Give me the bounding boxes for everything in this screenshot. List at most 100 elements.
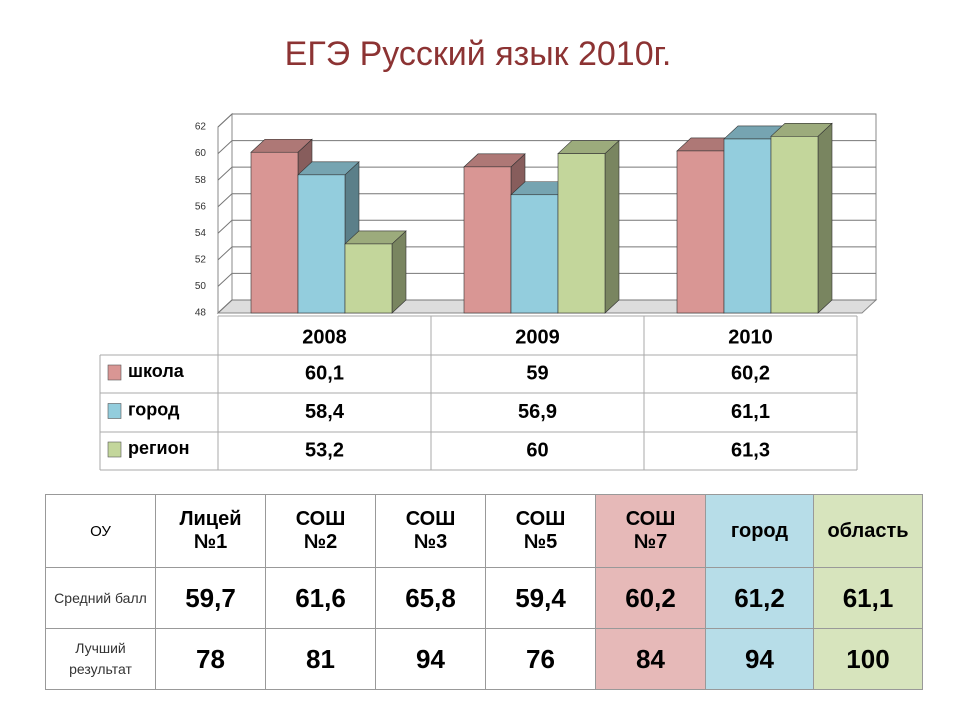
category-label: 2010 <box>728 326 773 348</box>
table-cell: 61,1 <box>813 567 923 629</box>
chart-title: ЕГЭ Русский язык 2010г. <box>285 35 672 73</box>
grid-line <box>217 299 876 314</box>
table-row: Средний балл 59,7 61,6 65,8 59,4 60,2 61,2 61,1 <box>45 567 923 629</box>
cell-text: СОШ №7 <box>625 508 676 553</box>
value-label: 61,3 <box>731 439 770 461</box>
grid-line <box>217 113 876 128</box>
table-cell: область <box>813 494 923 568</box>
value-label: 61,1 <box>731 401 770 423</box>
table-cell: 94 <box>375 628 486 690</box>
legend-label: регион <box>128 438 189 458</box>
cell-text: 78 <box>196 643 225 674</box>
results-table: ОУ Лицей №1 СОШ №2 СОШ №3 СОШ №5 СОШ №7 город о… <box>45 494 923 690</box>
cell-text: 59,4 <box>515 582 566 613</box>
table-cell: 59,7 <box>155 567 266 629</box>
table-cell: СОШ №3 <box>375 494 486 568</box>
bar <box>250 151 299 314</box>
table-cell: 84 <box>595 628 706 690</box>
bar-side <box>817 122 833 314</box>
cell-text: ОУ <box>90 522 111 540</box>
table-cell: Лицей №1 <box>155 494 266 568</box>
cell-text: СОШ №2 <box>295 508 346 553</box>
bar <box>344 243 393 314</box>
bar <box>676 150 725 314</box>
cell-text: 59,7 <box>185 582 236 613</box>
cell-text: 94 <box>745 643 774 674</box>
bar <box>463 166 512 314</box>
cell-text: Лицей №1 <box>179 508 242 553</box>
cell-text: 60,2 <box>625 582 676 613</box>
cell-text: город <box>730 519 789 542</box>
table-cell: 65,8 <box>375 567 486 629</box>
table-cell: Средний балл <box>45 567 156 629</box>
bar <box>297 174 346 314</box>
table-header: ОУ Лицей №1 СОШ №2 СОШ №3 СОШ №5 СОШ №7 город о… <box>45 494 923 568</box>
table-cell: 81 <box>265 628 376 690</box>
value-label: 53,2 <box>305 439 344 461</box>
table-cell: СОШ №7 <box>595 494 706 568</box>
chart: ЕГЭ Русский язык 2010г. 48 50 52 54 56 58 60 62… <box>99 35 878 471</box>
cell-text: 65,8 <box>405 582 456 613</box>
value-label: 56,9 <box>518 401 557 423</box>
category-label: 2008 <box>302 326 347 348</box>
table-cell: 76 <box>485 628 596 690</box>
cell-text: 61,6 <box>295 582 346 613</box>
table-cell: 61,6 <box>265 567 376 629</box>
grid-line <box>217 219 876 234</box>
bar-side <box>604 139 620 314</box>
table-row: Лучший результат 78 81 94 76 84 94 100 <box>45 628 923 690</box>
grid-line <box>217 140 876 154</box>
table-cell: 78 <box>155 628 266 690</box>
table-cell: СОШ №2 <box>265 494 376 568</box>
legend-swatch <box>107 441 122 458</box>
table-cell: 59,4 <box>485 567 596 629</box>
y-tick-label: 52 <box>195 254 207 265</box>
bar <box>557 153 606 314</box>
value-label: 60,1 <box>305 362 344 384</box>
table-cell: Лучший результат <box>45 628 156 690</box>
table-cell: ОУ <box>45 494 156 568</box>
cell-text: 61,2 <box>734 582 785 613</box>
grid-line <box>217 272 876 287</box>
value-label: 60,2 <box>731 362 770 384</box>
y-tick-label: 62 <box>195 122 207 133</box>
y-tick-label: 48 <box>195 308 207 319</box>
legend-swatch <box>107 364 122 381</box>
bar <box>723 138 772 314</box>
grid-line <box>217 193 876 208</box>
legend-label: город <box>128 399 180 419</box>
table-cell: 61,2 <box>705 567 814 629</box>
table-cell: 100 <box>813 628 923 690</box>
grid-line <box>217 246 876 261</box>
cell-text: Средний балл <box>54 589 147 606</box>
cell-text: 84 <box>636 643 665 674</box>
cell-text: 81 <box>306 643 335 674</box>
cell-text: 61,1 <box>842 582 894 613</box>
y-tick-label: 58 <box>195 175 207 186</box>
y-tick-label: 60 <box>195 148 207 159</box>
bar-side <box>391 230 407 314</box>
table-cell: 60,2 <box>595 567 706 629</box>
table-cell: город <box>705 494 814 568</box>
table-cell: СОШ №5 <box>485 494 596 568</box>
legend-swatch <box>107 403 122 419</box>
cell-text: область <box>827 519 909 542</box>
value-label: 59 <box>526 362 548 384</box>
y-tick-label: 56 <box>195 201 207 212</box>
category-label: 2009 <box>515 326 560 348</box>
cell-text: 94 <box>416 643 445 674</box>
cell-text: 100 <box>846 643 890 674</box>
y-tick-label: 54 <box>195 228 207 239</box>
table-cell: 94 <box>705 628 814 690</box>
cell-text: 76 <box>526 643 555 674</box>
value-label: 60 <box>526 439 548 461</box>
y-tick-label: 50 <box>195 281 207 292</box>
legend-label: школа <box>128 361 185 381</box>
cell-text: СОШ №5 <box>515 508 566 553</box>
bar <box>770 136 819 314</box>
grid-line <box>217 166 876 181</box>
cell-text: СОШ №3 <box>405 508 456 553</box>
bar <box>510 194 559 314</box>
value-label: 58,4 <box>305 401 345 423</box>
